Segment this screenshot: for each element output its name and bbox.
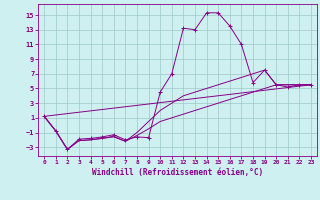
X-axis label: Windchill (Refroidissement éolien,°C): Windchill (Refroidissement éolien,°C) <box>92 168 263 177</box>
